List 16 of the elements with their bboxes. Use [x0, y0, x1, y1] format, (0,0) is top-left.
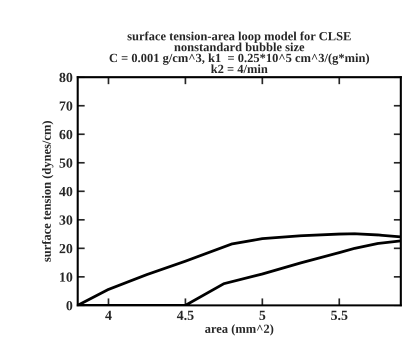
- y-axis-title: surface tension (dynes/cm): [42, 121, 54, 262]
- y-tick-label: 80: [59, 72, 72, 82]
- y-tick-label: 20: [60, 244, 72, 254]
- y-tick-label: 60: [59, 130, 72, 140]
- chart-title: surface tension-area loop model for CLSE nonstandard bubble size C = 0.001 g/cm^3, k1 = 0.25*10^5 cm^3/(g*min) k2 = 4/min: [110, 31, 370, 74]
- x-tick-label: 4: [105, 310, 112, 320]
- y-tick-label: 40: [59, 186, 72, 196]
- y-tick-label: 50: [60, 158, 72, 168]
- y-tick-label: 10: [60, 272, 72, 282]
- y-tick-label: 0: [66, 300, 72, 310]
- x-tick-label: 5: [259, 310, 266, 320]
- y-tick-label: 30: [59, 215, 72, 225]
- y-tick-label: 70: [60, 101, 72, 111]
- x-tick-label: 5.5: [331, 310, 348, 320]
- x-tick-label: 4.5: [176, 310, 194, 320]
- x-axis-title: area (mm^2): [205, 324, 274, 336]
